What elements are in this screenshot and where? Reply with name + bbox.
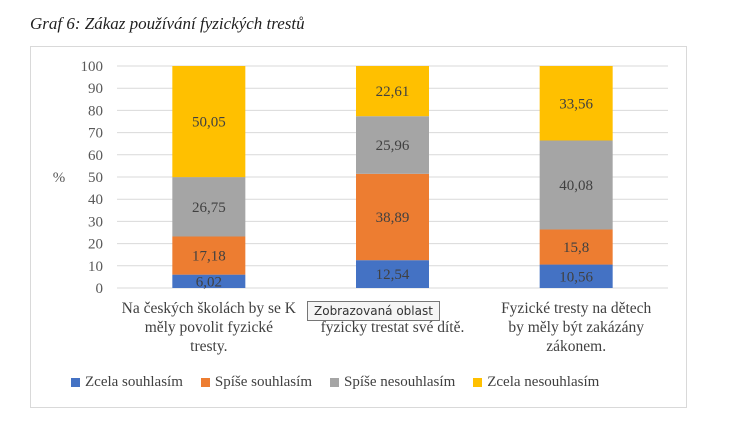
bar-segment	[539, 66, 613, 141]
legend-swatch	[200, 378, 210, 387]
y-tick-label: 100	[81, 59, 104, 75]
data-label: 26,75	[192, 200, 226, 216]
bar-segment	[539, 264, 613, 288]
legend-item: Zcela nesouhlasím	[473, 374, 599, 391]
legend-item: Spíše souhlasím	[200, 374, 312, 391]
y-axis-label: %	[53, 170, 66, 186]
y-tick-label: 10	[88, 259, 103, 275]
bar-segment	[356, 173, 429, 261]
y-tick-label: 0	[96, 281, 104, 297]
bar-segment	[356, 260, 429, 288]
legend-label: Zcela nesouhlasím	[487, 374, 600, 390]
legend-item: Zcela souhlasím	[71, 374, 183, 391]
bar-segment	[172, 236, 246, 275]
bar-segment	[172, 177, 246, 237]
y-tick-label: 60	[88, 148, 103, 164]
data-label: 12,54	[376, 267, 410, 283]
data-label: 15,8	[563, 240, 589, 256]
legend-item: Spíše nesouhlasím	[329, 374, 456, 391]
data-label: 6,02	[196, 274, 222, 290]
legend-swatch	[71, 378, 80, 387]
legend-label: Zcela souhlasím	[85, 374, 183, 390]
legend-label: Spíše souhlasím	[214, 374, 312, 390]
chart-area: 0 10 20 30 40 50 60 70 80 90 100% 6,02 17,18 26,75 50,…	[30, 46, 687, 408]
data-label: 10,56	[559, 269, 593, 285]
y-tick-label: 70	[88, 126, 103, 142]
y-tick-label: 40	[88, 192, 103, 208]
y-tick-label: 50	[88, 170, 103, 186]
legend-swatch	[329, 378, 339, 387]
category-label: by měly být zakázány	[508, 319, 644, 336]
chart-caption: Graf 6: Zákaz používání fyzických trestů	[30, 14, 305, 33]
category-label: tresty.	[190, 338, 227, 355]
bar-segment	[172, 274, 246, 288]
data-label: 25,96	[376, 138, 410, 154]
legend-swatch	[473, 378, 483, 387]
y-tick-label: 90	[88, 81, 103, 97]
data-label: 17,18	[192, 249, 226, 265]
legend-label: Spíše nesouhlasím	[343, 374, 456, 390]
category-label: zákonem.	[546, 338, 606, 355]
bar-segment	[172, 66, 246, 178]
bar-segment	[356, 116, 429, 174]
bar-segment	[539, 229, 613, 265]
category-label: Na českých školách by se K	[122, 300, 297, 317]
category-label: měly povolit fyzické	[145, 319, 273, 336]
data-label: 50,05	[192, 115, 226, 131]
data-label: 38,89	[376, 210, 410, 226]
bar-segment	[356, 66, 429, 117]
data-label: 22,61	[376, 84, 410, 100]
data-label: 40,08	[559, 178, 593, 194]
y-tick-label: 20	[88, 237, 103, 253]
category-label: fyzicky trestat své dítě.	[321, 319, 465, 336]
category-label: Fyzické tresty na dětech	[501, 300, 651, 317]
y-tick-label: 30	[88, 214, 103, 230]
bar-segment	[539, 140, 613, 230]
y-tick-label: 80	[88, 103, 103, 119]
tooltip: Zobrazovaná oblast	[307, 301, 440, 321]
chart-legend: Zcela souhlasím Spíše souhlasím Spíše neso…	[71, 374, 671, 391]
stacked-bar-chart: 0 10 20 30 40 50 60 70 80 90 100% 6,02 17,18 26,75 50,…	[53, 59, 668, 355]
data-label: 33,56	[559, 96, 593, 112]
